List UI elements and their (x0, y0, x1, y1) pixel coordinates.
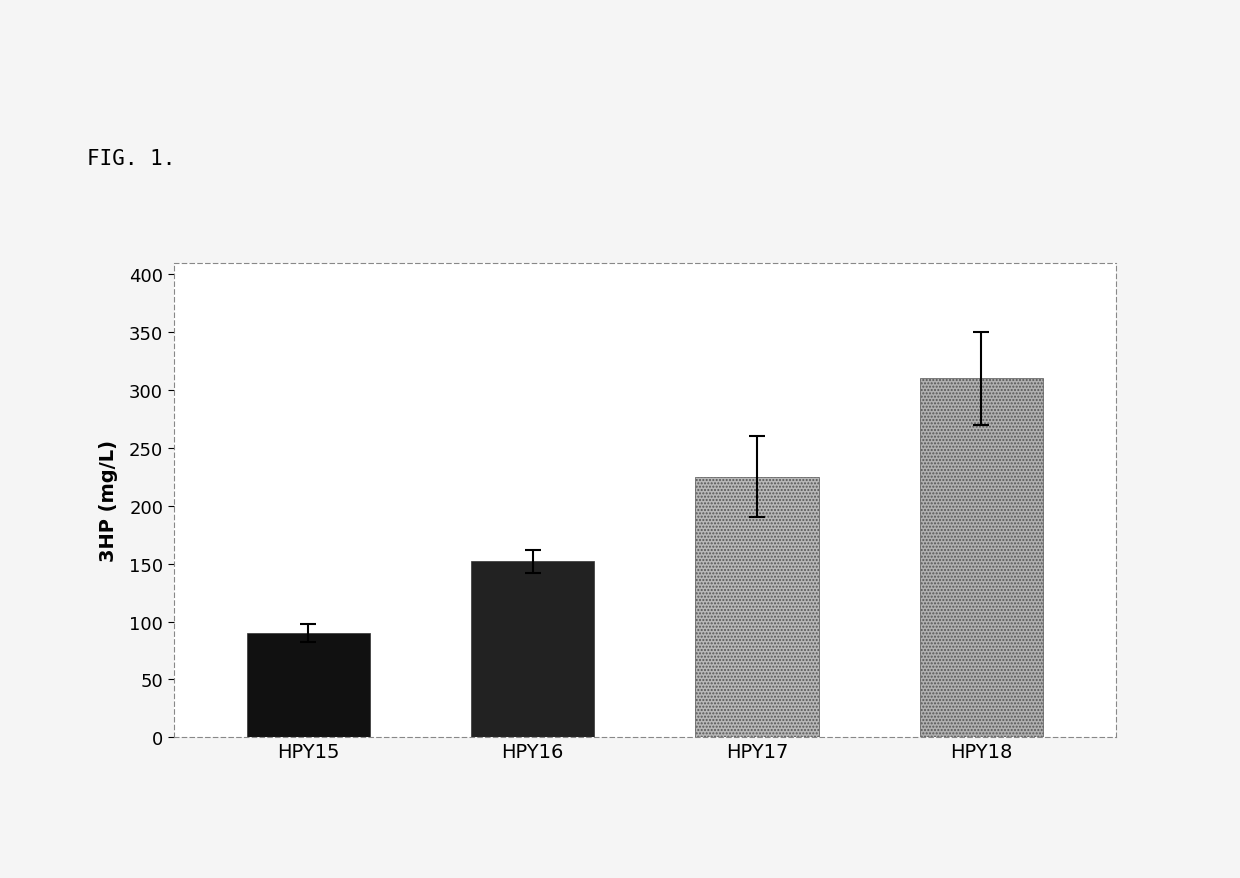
Bar (247, 633, 370, 738)
Y-axis label: 3HP (mg/L): 3HP (mg/L) (99, 440, 118, 561)
Bar (696, 478, 818, 738)
Bar (471, 562, 594, 738)
Bar (920, 379, 1043, 738)
Text: FIG. 1.: FIG. 1. (87, 149, 175, 169)
